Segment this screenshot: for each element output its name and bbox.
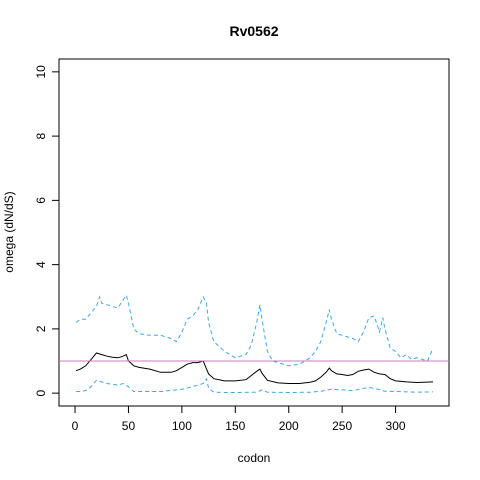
x-tick-label: 0 bbox=[72, 419, 79, 433]
y-tick-label: 2 bbox=[34, 325, 48, 332]
x-tick-label: 100 bbox=[172, 419, 192, 433]
series-line-2 bbox=[75, 294, 434, 367]
y-axis-label: omega (dN/dS) bbox=[2, 191, 16, 272]
x-tick-label: 300 bbox=[386, 419, 406, 433]
x-tick-label: 250 bbox=[332, 419, 352, 433]
x-tick-label: 50 bbox=[122, 419, 136, 433]
series-layer bbox=[59, 294, 449, 394]
plot-frame bbox=[58, 58, 450, 407]
x-tick-label: 200 bbox=[279, 419, 299, 433]
y-tick-label: 8 bbox=[34, 132, 48, 139]
y-axis: 0 2 4 6 8 10 bbox=[34, 65, 60, 396]
x-tick-label: 150 bbox=[225, 419, 245, 433]
y-tick-label: 4 bbox=[34, 261, 48, 268]
y-tick-label: 6 bbox=[34, 197, 48, 204]
chart-title: Rv0562 bbox=[229, 23, 278, 39]
y-tick-label: 0 bbox=[34, 389, 48, 396]
x-axis: 0 50 100 150 200 250 300 bbox=[72, 405, 406, 433]
x-axis-label: codon bbox=[238, 451, 271, 465]
series-line-3 bbox=[76, 377, 434, 394]
series-line-1 bbox=[75, 352, 434, 384]
y-tick-label: 10 bbox=[34, 65, 48, 79]
